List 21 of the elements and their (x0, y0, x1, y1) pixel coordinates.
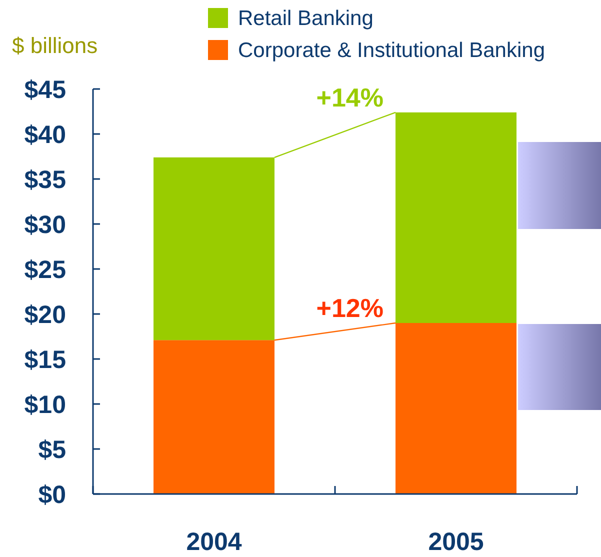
bar (154, 157, 274, 340)
x-tick-label: 2004 (186, 528, 242, 556)
annotation: +14% (316, 82, 384, 112)
y-tick-label: $30 (24, 211, 66, 239)
y-tick-label: $0 (38, 481, 66, 509)
y-tick-label: $20 (24, 301, 66, 329)
bar (396, 323, 516, 494)
annotation: +12% (316, 293, 384, 323)
legend-label: Retail Banking (238, 7, 374, 30)
y-tick-label: $10 (24, 391, 66, 419)
y-tick-label: $15 (24, 346, 66, 374)
x-tick-label: 2005 (428, 528, 484, 556)
y-tick-label: $5 (38, 436, 66, 464)
y-axis-title: $ billions (12, 33, 98, 58)
bar (396, 112, 516, 323)
y-tick-label: $35 (24, 166, 66, 194)
y-tick-label: $45 (24, 76, 66, 104)
y-tick-label: $40 (24, 121, 66, 149)
bar (154, 340, 274, 494)
legend-label: Corporate & Institutional Banking (238, 39, 546, 62)
y-tick-label: $25 (24, 256, 66, 284)
